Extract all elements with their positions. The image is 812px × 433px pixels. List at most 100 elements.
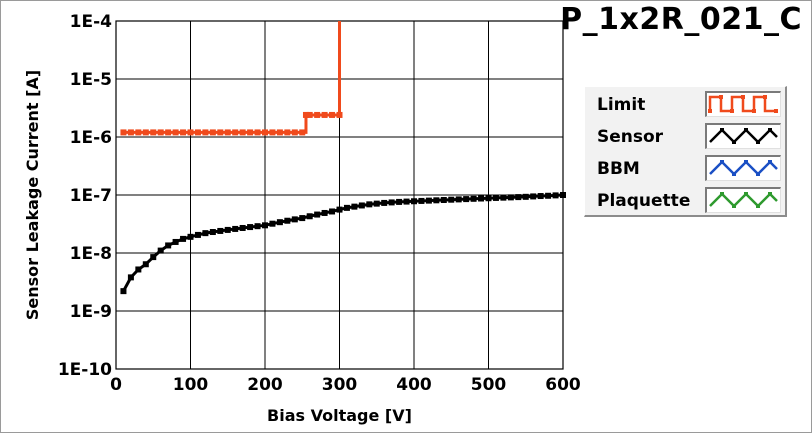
legend-marker [756, 140, 760, 144]
legend-marker [752, 109, 756, 113]
sensor-data-point [463, 196, 470, 203]
limit-data-point [224, 129, 231, 136]
limit-data-point [262, 129, 268, 136]
limit-data-point [336, 111, 343, 118]
sensor-data-point [276, 219, 283, 226]
legend-label-plaquette: Plaquette [597, 191, 691, 211]
legend-item-sensor[interactable]: Sensor [585, 121, 785, 153]
sensor-data-point [545, 192, 552, 199]
sensor-data-point [411, 198, 417, 205]
limit-data-point [180, 129, 187, 136]
sensor-data-point [254, 223, 261, 230]
sensor-data-point [127, 274, 134, 281]
sensor-data-point [351, 203, 358, 210]
y-tick-label: 1E-6 [70, 128, 112, 148]
sensor-triangle-wave-icon [705, 123, 781, 149]
limit-data-point [232, 129, 239, 136]
sensor-data-point [306, 213, 313, 220]
legend-marker [744, 128, 748, 132]
legend-marker [774, 109, 778, 113]
sensor-data-point [492, 194, 499, 201]
x-tick-label: 100 [173, 375, 209, 395]
limit-data-point [306, 111, 313, 118]
x-tick-label: 200 [247, 375, 283, 395]
limit-data-point [172, 129, 179, 136]
sensor-data-point [522, 193, 529, 200]
sensor-data-point [500, 194, 507, 201]
sensor-data-point [299, 215, 306, 222]
limit-data-point [329, 111, 336, 118]
limit-data-point [302, 111, 309, 118]
legend-item-bbm[interactable]: BBM [585, 153, 785, 185]
legend: Limit Sensor BBM Plaquette [584, 86, 787, 217]
legend-marker [756, 172, 760, 176]
sensor-data-point [217, 227, 224, 234]
limit-data-point [284, 129, 291, 136]
chart-title: P_1x2R_021_C [560, 2, 802, 37]
limit-data-point [239, 129, 246, 136]
legend-wave-line [708, 95, 776, 113]
legend-marker [763, 95, 767, 99]
x-tick-label: 300 [322, 375, 358, 395]
x-tick-label: 600 [545, 375, 581, 395]
sensor-data-point [194, 231, 201, 238]
sensor-data-point [269, 220, 276, 227]
legend-label-sensor: Sensor [597, 127, 664, 147]
sensor-data-point [321, 209, 328, 216]
limit-data-point [276, 129, 283, 136]
sensor-data-point [232, 225, 239, 232]
sensor-data-point [239, 224, 246, 231]
sensor-data-point [552, 192, 559, 199]
limit-data-point [120, 129, 127, 136]
limit-data-point [291, 129, 298, 136]
y-tick-label: 1E-5 [70, 70, 112, 90]
legend-marker [719, 95, 723, 99]
sensor-data-point [560, 192, 566, 198]
legend-marker [741, 95, 745, 99]
sensor-data-point [396, 198, 403, 205]
sensor-data-point [284, 217, 291, 224]
limit-data-point [254, 129, 261, 136]
legend-item-limit[interactable]: Limit [585, 89, 785, 121]
limit-data-point [194, 129, 201, 136]
sensor-data-point [165, 242, 172, 249]
sensor-data-point [172, 238, 179, 245]
x-tick-label: 500 [471, 375, 507, 395]
sensor-data-point [262, 222, 268, 229]
limit-data-point [157, 129, 164, 136]
sensor-data-point [418, 197, 425, 204]
sensor-data-point [478, 195, 485, 202]
legend-marker [768, 128, 772, 132]
legend-marker [744, 160, 748, 164]
sensor-data-point [455, 196, 462, 203]
limit-data-point [299, 129, 306, 136]
bbm-triangle-wave-icon [705, 155, 781, 181]
legend-item-plaquette[interactable]: Plaquette [585, 185, 785, 217]
legend-marker [730, 109, 734, 113]
legend-label-limit: Limit [597, 95, 646, 115]
sensor-data-point [314, 211, 321, 218]
sensor-data-point [433, 197, 440, 204]
sensor-data-point [448, 196, 455, 203]
x-tick-label: 400 [396, 375, 432, 395]
legend-marker [720, 160, 724, 164]
plaquette-triangle-wave-icon [705, 187, 781, 213]
sensor-data-point [209, 229, 216, 236]
sensor-data-point [224, 226, 231, 233]
sensor-data-point [336, 206, 343, 213]
sensor-data-point [180, 235, 187, 242]
legend-marker [732, 140, 736, 144]
y-tick-label: 1E-10 [58, 360, 112, 380]
legend-marker [732, 172, 736, 176]
sensor-data-point [366, 201, 373, 208]
sensor-data-point [150, 254, 157, 261]
legend-label-bbm: BBM [597, 159, 640, 179]
sensor-data-point [157, 247, 164, 254]
sensor-data-point [425, 197, 432, 204]
sensor-data-point [329, 208, 336, 215]
sensor-data-point [247, 224, 254, 231]
sensor-data-point [470, 195, 477, 202]
legend-marker [720, 192, 724, 196]
sensor-data-point [485, 195, 492, 202]
